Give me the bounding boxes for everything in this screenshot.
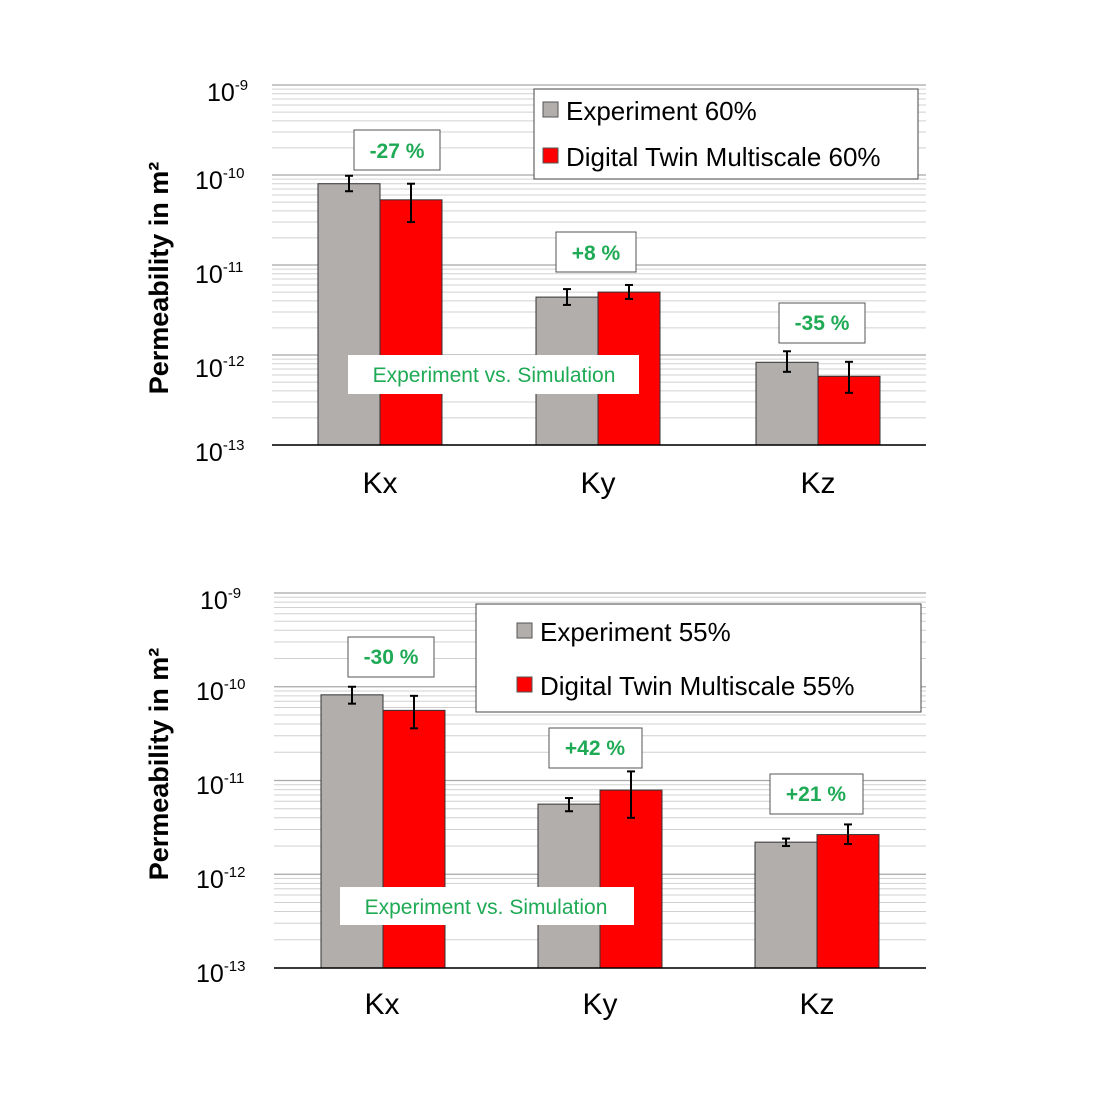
y-tick-label: 10-13 — [195, 437, 245, 467]
category-label: Kz — [800, 467, 835, 500]
legend-swatch-digital-twin — [542, 147, 559, 164]
svg-text:-35 %: -35 % — [795, 312, 850, 335]
error-bar — [627, 770, 635, 819]
comparison-note: Experiment vs. Simulation — [340, 887, 634, 925]
bar-digital-twin — [379, 199, 443, 446]
legend: Experiment 60% Digital Twin Multiscale 6… — [533, 88, 919, 180]
error-bar — [565, 797, 573, 813]
y-tick-label: 10-11 — [196, 770, 244, 800]
category-label: Kz — [799, 988, 834, 1021]
legend-label: Experiment 55% — [540, 617, 731, 647]
y-tick-label: 10-12 — [196, 864, 246, 894]
category-label: Kx — [362, 467, 397, 500]
legend-box — [475, 603, 922, 713]
error-bar — [782, 837, 790, 848]
percent-annotation: +8 % — [555, 231, 637, 273]
svg-text:+42 %: +42 % — [565, 737, 625, 760]
y-tick-label: 10-11 — [195, 259, 243, 289]
svg-text:-27 %: -27 % — [370, 140, 425, 163]
bar-experiment — [317, 183, 381, 446]
percent-annotation: +42 % — [548, 727, 643, 769]
bar-experiment — [754, 841, 818, 969]
legend-label: Digital Twin Multiscale 60% — [566, 142, 881, 172]
legend-swatch-experiment — [542, 101, 559, 118]
error-bar — [845, 360, 853, 394]
bar-digital-twin — [816, 834, 880, 969]
error-bar — [348, 685, 356, 705]
comparison-note: Experiment vs. Simulation — [348, 355, 639, 394]
error-bar — [783, 350, 791, 373]
svg-text:Experiment vs. Simulation: Experiment vs. Simulation — [373, 364, 616, 387]
legend: Experiment 55% Digital Twin Multiscale 5… — [475, 603, 922, 713]
legend-box — [533, 88, 919, 180]
y-axis-label: Permeability in m² — [144, 648, 174, 881]
bar-experiment — [755, 361, 819, 446]
category-label: Kx — [364, 988, 399, 1021]
y-tick-label: 10-12 — [195, 353, 245, 383]
y-tick-label: 10-9 — [207, 77, 248, 107]
error-bar — [625, 283, 633, 300]
svg-text:+8 %: +8 % — [572, 242, 621, 265]
error-bars — [348, 685, 852, 848]
bar-experiment — [320, 694, 384, 969]
error-bar — [844, 823, 852, 846]
percent-annotation: -27 % — [353, 129, 441, 171]
percent-annotation: -35 % — [778, 302, 866, 344]
y-tick-label: 10-10 — [196, 676, 246, 706]
y-axis-label: Permeability in m² — [144, 162, 174, 395]
bar-experiment — [537, 803, 601, 969]
legend-swatch-experiment — [516, 622, 533, 639]
error-bars — [345, 174, 853, 394]
legend-label: Digital Twin Multiscale 55% — [540, 671, 855, 701]
y-tick-labels: 10-9 10-10 10-11 10-12 10-13 — [196, 585, 246, 988]
percent-annotation: +21 % — [769, 773, 864, 815]
bar-digital-twin — [382, 709, 446, 969]
bar-digital-twin — [599, 789, 663, 969]
y-tick-label: 10-13 — [196, 958, 246, 988]
y-tick-label: 10-10 — [195, 165, 245, 195]
y-tick-labels: 10-9 10-10 10-11 10-12 10-13 — [195, 77, 248, 467]
error-bar — [563, 288, 571, 306]
category-label: Ky — [580, 467, 615, 500]
legend-label: Experiment 60% — [566, 96, 757, 126]
error-bar — [407, 182, 415, 224]
svg-text:-30 %: -30 % — [364, 646, 419, 669]
error-bar — [410, 694, 418, 730]
chart-top: 10-9 10-10 10-11 10-12 10-13 Permeabilit… — [144, 77, 926, 500]
svg-text:Experiment vs. Simulation: Experiment vs. Simulation — [365, 896, 608, 919]
y-tick-label: 10-9 — [200, 585, 241, 615]
percent-annotation: -30 % — [347, 636, 435, 678]
category-label: Ky — [582, 988, 617, 1021]
legend-swatch-digital-twin — [516, 676, 533, 693]
error-bar — [345, 174, 353, 193]
svg-text:+21 %: +21 % — [786, 783, 846, 806]
chart-bottom: 10-9 10-10 10-11 10-12 10-13 Permeabilit… — [144, 585, 926, 1021]
